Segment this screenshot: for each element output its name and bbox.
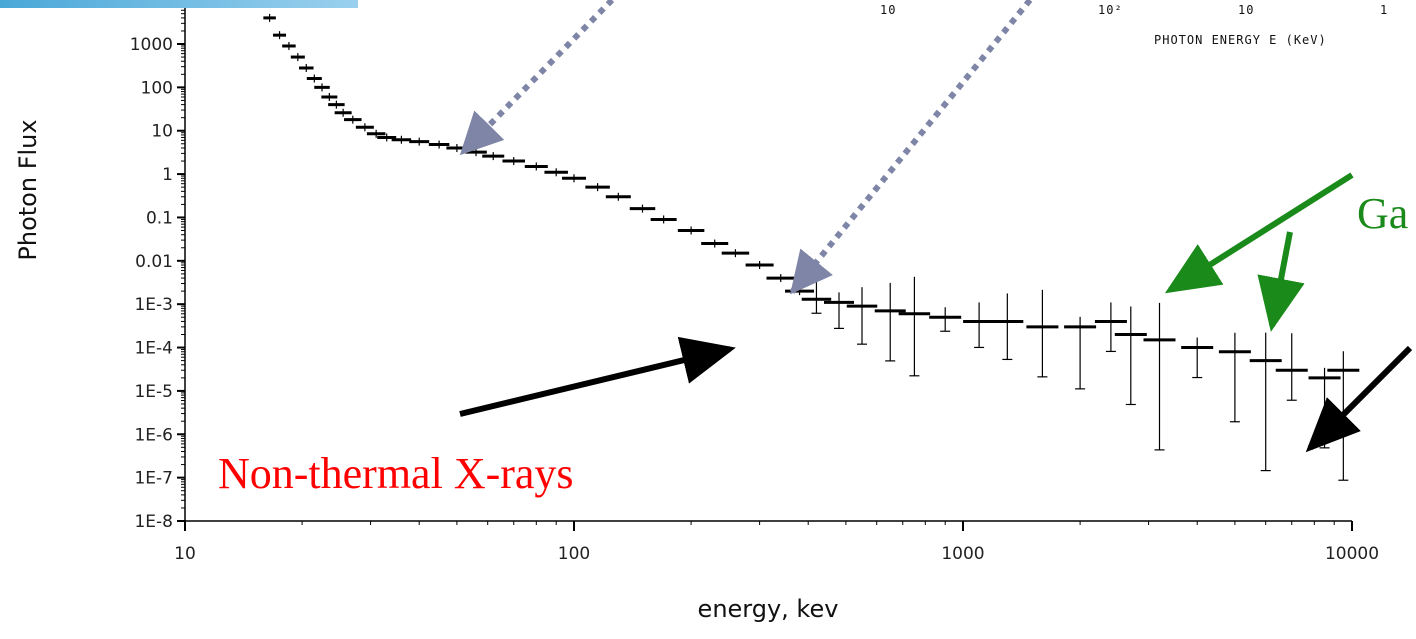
data-point xyxy=(544,168,568,177)
data-point xyxy=(1181,337,1214,379)
data-point xyxy=(314,83,330,92)
data-point xyxy=(1218,332,1251,423)
data-point xyxy=(334,108,352,117)
data-point xyxy=(344,115,362,124)
data-point xyxy=(1064,316,1097,390)
data-point xyxy=(355,123,374,132)
data-point xyxy=(721,249,750,258)
data-point xyxy=(585,183,610,192)
data-point xyxy=(299,63,314,72)
data-point xyxy=(629,204,656,213)
black-arrow-nonthermal xyxy=(459,336,736,417)
y-axis-ticks: 1E-8 1E-7 1E-6 1E-5 1E-4 1E-3 0.01 0.1 1 10 100 100… xyxy=(130,2,185,532)
data-point xyxy=(1026,289,1059,378)
data-point xyxy=(273,31,287,40)
data-point xyxy=(766,274,795,283)
data-point xyxy=(677,226,705,235)
data-point xyxy=(524,162,548,171)
y-tick-label: 1E-8 xyxy=(134,512,173,532)
data-point xyxy=(801,262,832,314)
data-point xyxy=(874,282,906,362)
y-tick-label: 1000 xyxy=(130,35,173,55)
data-point xyxy=(263,13,276,22)
data-point xyxy=(605,192,631,201)
y-tick-label: 1E-3 xyxy=(134,295,173,315)
title-accent-strip xyxy=(0,0,358,8)
dotted-arrow-nonthermal xyxy=(789,0,1033,295)
data-point xyxy=(1249,332,1282,472)
y-tick-label: 1E-4 xyxy=(134,339,173,359)
inset-tick-label-4: 1 xyxy=(1380,3,1388,17)
x-axis-title: energy, kev xyxy=(698,595,839,623)
data-point xyxy=(502,157,525,166)
x-tick-label: 10 xyxy=(174,544,196,564)
x-axis-ticks: 10 100 1000 10000 xyxy=(174,521,1379,564)
data-point xyxy=(377,133,397,142)
data-point xyxy=(898,276,931,377)
inset-tick-label-3: 10 xyxy=(1238,3,1254,17)
data-point xyxy=(562,174,586,183)
non-thermal-xrays-label: Non-thermal X-rays xyxy=(218,449,574,498)
data-point xyxy=(282,41,296,50)
data-point xyxy=(409,137,430,146)
y-tick-label: 0.01 xyxy=(135,252,173,272)
dotted-arrow-thermal xyxy=(459,0,615,156)
data-point xyxy=(824,292,855,329)
y-axis-title: Photon Flux xyxy=(14,119,42,260)
green-arrow-line-2 xyxy=(1257,231,1305,332)
y-tick-label: 0.1 xyxy=(146,208,173,228)
x-tick-label: 100 xyxy=(558,544,590,564)
inset-tick-label-2: 10² xyxy=(1098,3,1123,17)
data-point xyxy=(701,239,729,248)
data-point xyxy=(1275,333,1308,401)
data-point xyxy=(1094,302,1127,353)
data-point xyxy=(1143,302,1176,451)
inset-plot-fragment: 10 10² 10 1 PHOTON ENERGY E (KeV) xyxy=(880,3,1388,47)
x-tick-label: 10000 xyxy=(1325,544,1379,564)
gamma-lines-label: Ga xyxy=(1357,189,1408,238)
data-point xyxy=(929,307,962,332)
black-arrow-lines xyxy=(1305,345,1413,453)
data-point xyxy=(428,140,450,149)
green-arrow-line-1 xyxy=(1164,172,1354,294)
y-tick-label: 1E-7 xyxy=(134,469,173,489)
data-point xyxy=(963,302,996,349)
data-point xyxy=(991,293,1024,361)
data-point xyxy=(306,74,322,83)
y-tick-label: 10 xyxy=(151,122,173,142)
data-point xyxy=(290,53,305,62)
inset-tick-label-1: 10 xyxy=(880,3,896,17)
data-point xyxy=(785,287,815,296)
data-point xyxy=(650,215,677,224)
y-tick-label: 100 xyxy=(141,78,173,98)
data-points-with-error-bars xyxy=(253,0,1360,481)
data-point xyxy=(846,287,878,345)
data-point xyxy=(745,261,774,270)
data-point xyxy=(321,92,338,101)
data-point xyxy=(391,135,412,144)
data-point xyxy=(328,100,345,109)
data-point xyxy=(1114,306,1147,406)
y-tick-label: 1E-6 xyxy=(134,425,173,445)
y-tick-label: 1E-5 xyxy=(134,382,173,402)
y-tick-label: 1 xyxy=(162,165,173,185)
data-point xyxy=(366,129,386,138)
x-tick-label: 1000 xyxy=(941,544,984,564)
inset-axis-title: PHOTON ENERGY E (KeV) xyxy=(1154,33,1327,47)
